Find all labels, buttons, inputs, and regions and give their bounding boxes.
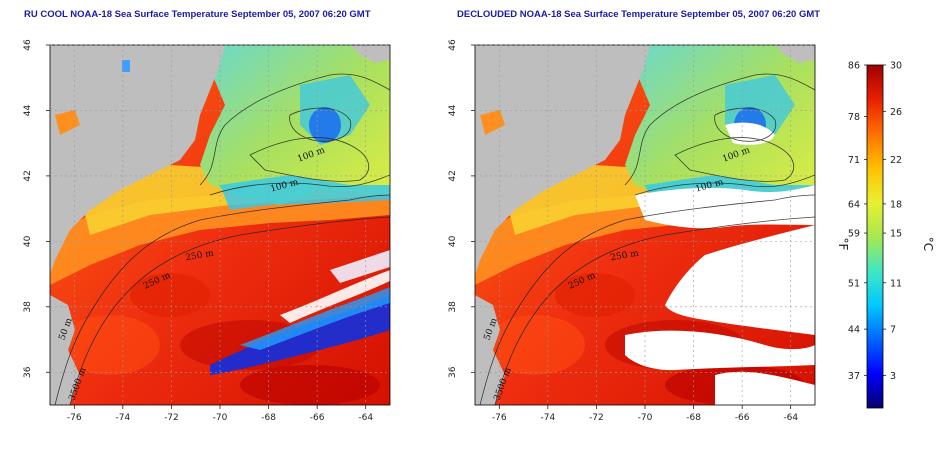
lon-tick-label: -66 [735, 413, 750, 423]
celsius-tick-label: 11 [890, 278, 902, 289]
lat-tick-label: 42 [23, 170, 33, 181]
lat-tick-label: 46 [448, 39, 458, 51]
lon-tick-label: -70 [213, 413, 228, 423]
lat-tick-label: 38 [448, 301, 458, 313]
lon-tick-label: -74 [541, 413, 556, 423]
lon-tick-label: -68 [261, 413, 276, 423]
fahrenheit-tick-label: 78 [848, 112, 860, 123]
lon-tick-label: -76 [492, 413, 507, 423]
isobath-label: 250 m [185, 249, 215, 264]
isobath-label: 250 m [610, 249, 640, 264]
fahrenheit-tick-label: 86 [848, 61, 860, 72]
lon-tick-label: -72 [164, 413, 179, 423]
temperature-colorbar: 86 78 71 64 59 51 44 37 30 26 22 18 15 11 7 3 °F °C [836, 61, 935, 409]
lat-tick-label: 36 [448, 366, 458, 378]
fahrenheit-unit-label: °F [836, 238, 850, 251]
lat-tick-label: 40 [23, 235, 33, 247]
lon-tick-label: -66 [310, 413, 325, 423]
lon-tick-label: -74 [116, 413, 131, 423]
celsius-tick-label: 3 [890, 371, 896, 382]
fahrenheit-tick-label: 71 [848, 155, 860, 166]
celsius-tick-label: 22 [890, 155, 902, 166]
fahrenheit-tick-label: 37 [848, 371, 860, 382]
lon-tick-label: -76 [67, 413, 82, 423]
lon-tick-label: -68 [686, 413, 701, 423]
lat-tick-label: 38 [23, 301, 33, 313]
right-sst-map [474, 44, 816, 406]
lon-tick-label: -64 [783, 413, 798, 423]
fahrenheit-tick-label: 64 [848, 199, 860, 210]
fahrenheit-tick-label: 44 [848, 325, 860, 336]
celsius-tick-label: 7 [890, 325, 896, 336]
left-map-title: RU COOL NOAA-18 Sea Surface Temperature … [24, 9, 371, 20]
lat-tick-label: 42 [448, 170, 458, 181]
fahrenheit-tick-label: 59 [848, 229, 860, 240]
lon-tick-label: -72 [589, 413, 604, 423]
left-sst-map [49, 44, 391, 406]
celsius-unit-label: °C [921, 237, 935, 251]
lat-tick-label: 36 [23, 366, 33, 378]
lat-tick-label: 44 [23, 104, 33, 116]
lon-tick-label: -64 [358, 413, 373, 423]
lat-tick-label: 46 [23, 39, 33, 51]
colorbar-scale [866, 64, 884, 409]
lat-tick-label: 44 [448, 104, 458, 116]
map-axes: -76 -74 -72 -70 -68 -66 -64 36 38 40 42 44 46 -76 -74 -… [23, 39, 815, 423]
celsius-tick-label: 30 [890, 61, 902, 72]
lon-tick-label: -70 [638, 413, 653, 423]
celsius-tick-label: 15 [890, 229, 902, 240]
celsius-tick-label: 26 [890, 107, 902, 118]
right-map-title: DECLOUDED NOAA-18 Sea Surface Temperatur… [457, 9, 821, 20]
lat-tick-label: 40 [448, 235, 458, 247]
fahrenheit-tick-label: 51 [848, 278, 860, 289]
celsius-tick-label: 18 [890, 199, 902, 210]
